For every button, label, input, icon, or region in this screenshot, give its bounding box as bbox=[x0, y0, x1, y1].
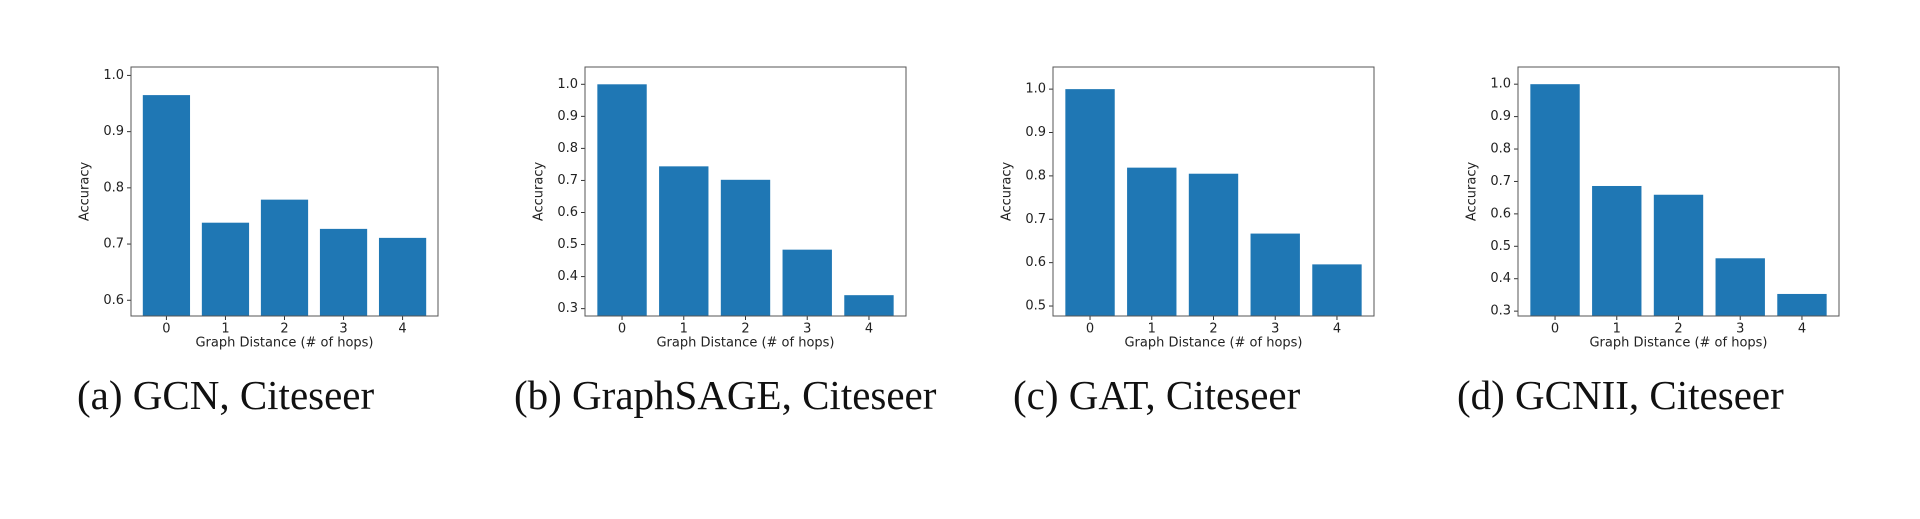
y-tick-label: 0.6 bbox=[557, 205, 578, 220]
x-axis-label: Graph Distance (# of hops) bbox=[656, 336, 834, 351]
y-tick-label: 0.9 bbox=[1490, 109, 1511, 124]
bar bbox=[1777, 293, 1827, 316]
y-tick-label: 1.0 bbox=[1490, 77, 1511, 92]
x-axis-label: Graph Distance (# of hops) bbox=[1124, 336, 1302, 351]
x-tick-label: 2 bbox=[1209, 322, 1217, 337]
x-tick-label: 3 bbox=[1736, 322, 1744, 337]
x-tick-label: 2 bbox=[280, 322, 288, 337]
x-tick-label: 1 bbox=[1613, 322, 1621, 337]
y-tick-label: 1.0 bbox=[1025, 82, 1046, 97]
x-tick-label: 2 bbox=[1674, 322, 1682, 337]
bar bbox=[1592, 185, 1642, 316]
y-tick-label: 0.5 bbox=[557, 237, 578, 252]
bar bbox=[1250, 233, 1300, 316]
bar bbox=[1127, 167, 1177, 316]
bar bbox=[597, 84, 647, 316]
y-tick-label: 1.0 bbox=[557, 77, 578, 92]
axes-frame bbox=[130, 66, 439, 317]
bar bbox=[844, 295, 894, 316]
x-axis-label: Graph Distance (# of hops) bbox=[195, 336, 373, 351]
y-tick-label: 0.5 bbox=[1025, 299, 1046, 314]
y-tick-label: 0.9 bbox=[1025, 125, 1046, 140]
x-tick-label: 4 bbox=[398, 322, 406, 337]
y-tick-label: 0.7 bbox=[1490, 174, 1511, 189]
bar bbox=[720, 179, 771, 316]
bar bbox=[378, 237, 427, 316]
bar bbox=[260, 199, 309, 316]
x-tick-label: 4 bbox=[1798, 322, 1806, 337]
x-tick-label: 1 bbox=[680, 322, 688, 337]
axes-frame bbox=[584, 66, 907, 317]
caption: (a) GCN, Citeseer bbox=[77, 372, 375, 418]
y-tick-label: 0.8 bbox=[1025, 168, 1046, 183]
x-tick-label: 3 bbox=[803, 322, 811, 337]
bar bbox=[782, 249, 832, 316]
x-axis-label: Graph Distance (# of hops) bbox=[1589, 336, 1767, 351]
y-tick-label: 0.3 bbox=[1490, 304, 1511, 319]
x-tick-label: 4 bbox=[865, 322, 873, 337]
bar bbox=[1715, 258, 1765, 316]
y-tick-label: 0.4 bbox=[1490, 271, 1511, 286]
bar bbox=[319, 228, 368, 316]
x-tick-label: 2 bbox=[741, 322, 749, 337]
axes-frame bbox=[1517, 66, 1840, 317]
y-tick-label: 0.3 bbox=[557, 301, 578, 316]
bar bbox=[142, 95, 191, 316]
x-tick-label: 0 bbox=[618, 322, 626, 337]
caption: (c) GAT, Citeseer bbox=[1013, 372, 1301, 418]
x-tick-label: 0 bbox=[1086, 322, 1094, 337]
y-tick-label: 0.5 bbox=[1490, 239, 1511, 254]
y-axis-label: Accuracy bbox=[1000, 162, 1015, 222]
x-tick-label: 1 bbox=[221, 322, 229, 337]
bar bbox=[1653, 194, 1704, 316]
x-tick-label: 3 bbox=[339, 322, 347, 337]
bar bbox=[1530, 84, 1580, 316]
y-tick-label: 0.7 bbox=[103, 237, 124, 252]
y-axis-label: Accuracy bbox=[1465, 162, 1480, 222]
x-tick-label: 1 bbox=[1148, 322, 1156, 337]
y-tick-label: 0.8 bbox=[1490, 142, 1511, 157]
y-axis-label: Accuracy bbox=[78, 162, 93, 222]
y-tick-label: 0.4 bbox=[557, 269, 578, 284]
x-tick-label: 3 bbox=[1271, 322, 1279, 337]
y-tick-label: 1.0 bbox=[103, 68, 124, 83]
caption: (d) GCNII, Citeseer bbox=[1457, 372, 1784, 418]
caption: (b) GraphSAGE, Citeseer bbox=[514, 372, 937, 418]
y-tick-label: 0.8 bbox=[103, 180, 124, 195]
y-tick-label: 0.6 bbox=[1490, 206, 1511, 221]
y-tick-label: 0.8 bbox=[557, 141, 578, 156]
axes-frame bbox=[1052, 66, 1375, 317]
bar bbox=[1188, 173, 1239, 316]
x-tick-label: 0 bbox=[162, 322, 170, 337]
y-tick-label: 0.7 bbox=[1025, 212, 1046, 227]
x-tick-label: 4 bbox=[1333, 322, 1341, 337]
y-tick-label: 0.7 bbox=[557, 173, 578, 188]
y-tick-label: 0.6 bbox=[1025, 255, 1046, 270]
bar bbox=[1312, 264, 1362, 316]
y-tick-label: 0.9 bbox=[103, 124, 124, 139]
bar bbox=[659, 166, 709, 316]
y-tick-label: 0.9 bbox=[557, 109, 578, 124]
bar bbox=[201, 222, 250, 316]
x-tick-label: 0 bbox=[1551, 322, 1559, 337]
y-axis-label: Accuracy bbox=[532, 162, 547, 222]
y-tick-label: 0.6 bbox=[103, 293, 124, 308]
bar bbox=[1065, 89, 1115, 317]
